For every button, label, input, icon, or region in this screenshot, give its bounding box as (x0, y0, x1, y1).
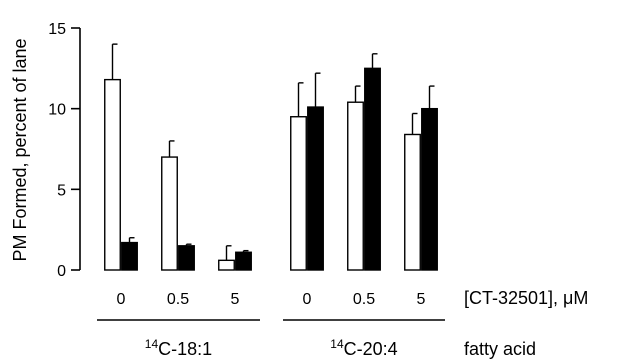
bar-open (290, 116, 307, 271)
group-label-main: C-20:4 (344, 339, 398, 359)
bar-open (347, 101, 364, 271)
bar-filled (421, 107, 438, 271)
group-label-superscript: 14 (330, 337, 344, 351)
y-tick-label: 5 (57, 182, 66, 199)
group-labels: 14C-18:1 14C-20:4 (97, 319, 445, 359)
bar-filled (178, 245, 195, 271)
group-label: 14C-18:1 (145, 337, 212, 359)
x-tick-label: 0.5 (353, 291, 375, 308)
bar-filled (307, 106, 324, 271)
axes: 0 5 10 15 (48, 21, 81, 280)
group-label: 14C-20:4 (330, 337, 397, 359)
bar-filled (235, 251, 252, 271)
x-tick-label: 0 (117, 291, 126, 308)
x-axis-label: [CT-32501], μM (464, 288, 588, 308)
group-label-main: C-18:1 (158, 339, 212, 359)
y-ticks: 0 5 10 15 (48, 21, 80, 280)
y-tick-label: 10 (48, 102, 66, 119)
group-axis-label: fatty acid (464, 339, 536, 359)
bars (104, 43, 438, 271)
bar-open (104, 78, 121, 271)
x-tick-label: 5 (417, 291, 426, 308)
bar-open (161, 156, 178, 271)
x-tick-labels: 0 0.5 5 0 0.5 5 (117, 291, 426, 308)
y-axis-label: PM Formed, percent of lane (10, 38, 30, 261)
bar-open (404, 133, 421, 271)
x-tick-label: 5 (231, 291, 240, 308)
bar-filled (364, 67, 381, 271)
y-tick-label: 0 (57, 263, 66, 280)
bar-filled (121, 241, 138, 271)
bar-open (218, 259, 235, 271)
group-label-superscript: 14 (145, 337, 159, 351)
x-tick-label: 0 (303, 291, 312, 308)
y-tick-label: 15 (48, 21, 66, 38)
x-tick-label: 0.5 (167, 291, 189, 308)
